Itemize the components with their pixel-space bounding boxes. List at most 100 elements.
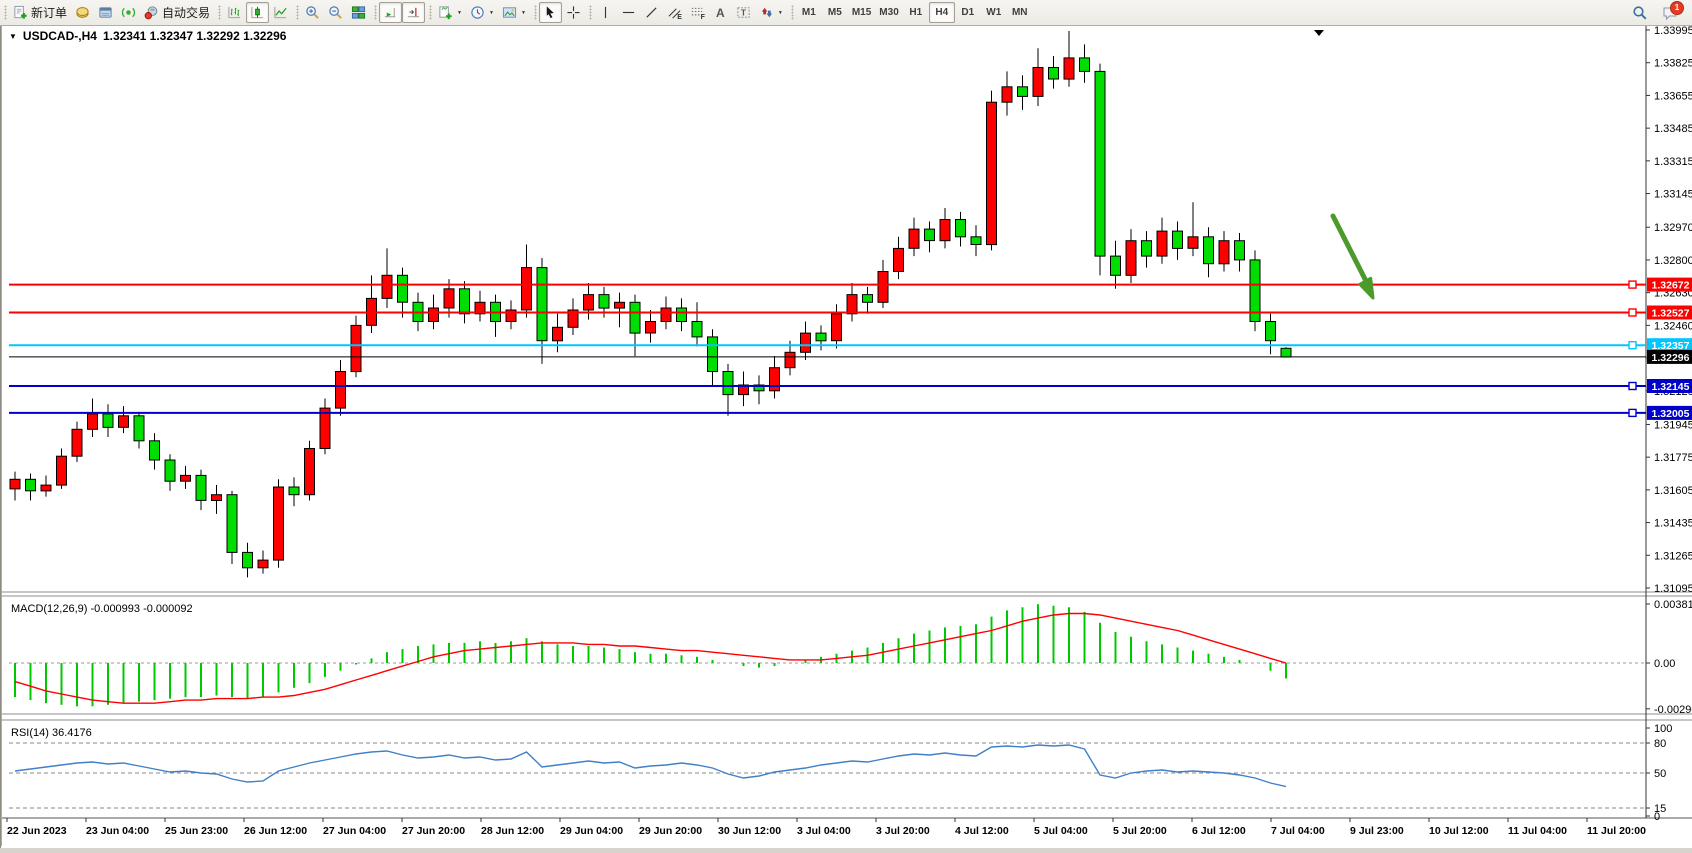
chart-shift-button[interactable] [402, 2, 426, 23]
search-icon [1632, 5, 1648, 21]
candle [443, 288, 455, 309]
market-watch-button[interactable] [71, 2, 94, 23]
trendline-icon [644, 5, 659, 20]
chart-symbol-period: USDCAD-,H4 [22, 29, 97, 43]
arrows-tool-button[interactable]: ▼ [755, 2, 787, 23]
chart-canvas[interactable]: 1.33995 1.33825 1.33655 1.33485 1.33315 1.331… [1, 25, 1692, 848]
chart-shift-marker[interactable] [1314, 30, 1324, 36]
fibonacci-button[interactable]: F [686, 2, 709, 23]
svg-text:25 Jun 23:00: 25 Jun 23:00 [165, 825, 228, 837]
toolbar-group-timeframes: M1 M5 M15 M30 H1 H4 D1 W1 MN [789, 0, 1035, 25]
horizontal-line-button[interactable] [617, 2, 640, 23]
text-button[interactable]: A [709, 2, 732, 23]
autotrading-button[interactable]: 自动交易 [140, 2, 214, 23]
chart-shift-icon [406, 5, 421, 20]
level-handle[interactable] [1628, 308, 1637, 317]
time-axis[interactable]: 22 Jun 2023 23 Jun 04:00 25 Jun 23:00 26 Ju… [6, 818, 1646, 837]
notifications-button[interactable]: 1 [1658, 0, 1684, 23]
svg-text:1.31605: 1.31605 [1654, 485, 1692, 497]
zoom-in-button[interactable] [301, 2, 324, 23]
candle [893, 247, 904, 272]
equidistant-channel-button[interactable]: E [663, 2, 686, 23]
signals-button[interactable] [117, 2, 140, 23]
candle [924, 228, 935, 242]
text-label-button[interactable]: T [732, 2, 755, 23]
candle [257, 559, 269, 569]
timeframe-button-h4[interactable]: H4 [928, 2, 955, 23]
crosshair-button[interactable] [562, 2, 585, 23]
market-watch-icon [75, 5, 90, 20]
line-chart-button[interactable] [269, 2, 292, 23]
candle [1079, 57, 1090, 72]
level-handle[interactable] [1628, 381, 1637, 391]
candle [1094, 70, 1106, 257]
annotation-arrow[interactable] [1330, 213, 1375, 300]
candle [25, 478, 36, 492]
chart-menu-caret-icon[interactable]: ▼ [9, 31, 17, 41]
cursor-button[interactable] [538, 2, 562, 23]
timeframe-button-d1[interactable]: D1 [961, 7, 975, 18]
new-order-button[interactable]: 新订单 [9, 2, 71, 23]
svg-text:3 Jul 20:00: 3 Jul 20:00 [876, 825, 930, 837]
candle [691, 321, 703, 338]
candle [118, 415, 129, 428]
svg-text:1.33315: 1.33315 [1654, 156, 1692, 168]
svg-text:1.31435: 1.31435 [1654, 518, 1692, 530]
timeframe-button-m5[interactable]: M5 [827, 7, 842, 18]
level-handle[interactable] [1628, 280, 1637, 289]
timeframe-button-w1[interactable]: W1 [986, 7, 1002, 18]
tile-windows-icon [351, 5, 366, 20]
period-dropdown-caret-icon[interactable]: ▼ [488, 9, 494, 16]
candle [1234, 240, 1245, 261]
crosshair-icon [566, 5, 581, 20]
templates-dropdown-caret-icon[interactable]: ▼ [520, 9, 526, 16]
price-levels[interactable] [9, 280, 1646, 418]
candle [1048, 67, 1059, 80]
candle [583, 294, 594, 311]
candle [846, 294, 858, 315]
templates-button[interactable]: ▼ [498, 2, 530, 23]
candle [180, 474, 191, 482]
bar-chart-icon [227, 5, 242, 20]
candlestick-chart-button[interactable] [246, 2, 270, 23]
svg-text:7 Jul 04:00: 7 Jul 04:00 [1271, 825, 1325, 837]
trendline-button[interactable] [640, 2, 663, 23]
svg-text:1.33655: 1.33655 [1654, 90, 1692, 102]
chart-title-bar[interactable]: ▼ USDCAD-,H4 1.32341 1.32347 1.32292 1.3… [9, 29, 286, 43]
price-axis[interactable]: 1.33995 1.33825 1.33655 1.33485 1.33315 1.331… [1646, 25, 1692, 823]
candle [350, 324, 362, 373]
tile-windows-button[interactable] [347, 2, 370, 23]
zoom-out-button[interactable] [324, 2, 347, 23]
candle [381, 274, 393, 299]
candle [319, 407, 331, 450]
arrows-dropdown-caret-icon[interactable]: ▼ [777, 9, 783, 16]
candle [71, 428, 83, 457]
macd-indicator [9, 604, 1646, 707]
new-chart-dropdown-caret-icon[interactable]: ▼ [457, 9, 462, 16]
period-button[interactable]: ▼ [466, 2, 498, 23]
svg-text:30 Jun 12:00: 30 Jun 12:00 [718, 825, 781, 837]
candle [211, 494, 222, 502]
level-handle[interactable] [1628, 341, 1637, 350]
timeframe-button-mn[interactable]: MN [1011, 7, 1028, 18]
timeframe-button-m1[interactable]: M1 [801, 7, 816, 18]
candle [459, 288, 470, 315]
svg-text:1.32296: 1.32296 [1652, 352, 1690, 364]
search-button[interactable] [1628, 2, 1652, 23]
timeframe-button-m30[interactable]: M30 [879, 7, 899, 18]
candle [784, 351, 796, 369]
candle [56, 455, 67, 486]
timeframe-button-m15[interactable]: M15 [851, 7, 872, 18]
vertical-line-button[interactable] [594, 2, 617, 23]
auto-scroll-button[interactable] [379, 2, 403, 23]
level-handle[interactable] [1628, 408, 1637, 418]
data-window-button[interactable] [94, 2, 117, 23]
new-chart-icon [438, 5, 453, 20]
new-chart-button[interactable]: ▼ [434, 2, 466, 23]
timeframe-button-h1[interactable]: H1 [909, 7, 923, 18]
candle [939, 219, 951, 242]
bar-chart-button[interactable] [223, 2, 246, 23]
candle [552, 326, 563, 342]
toolbar-group-drawing: E F A T ▼ [587, 0, 789, 25]
toolbar-group-new-chart: ▼ ▼ ▼ [427, 0, 532, 25]
